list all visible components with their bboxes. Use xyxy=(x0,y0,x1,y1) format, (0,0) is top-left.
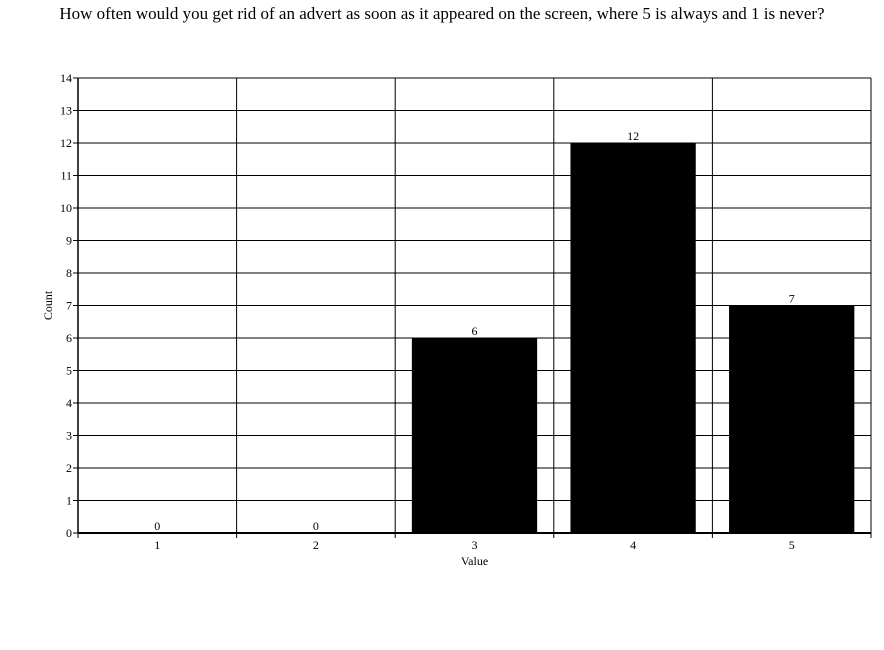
x-tick-label-1: 1 xyxy=(154,538,160,552)
y-tick-label-1: 1 xyxy=(66,494,72,508)
data-label-2: 0 xyxy=(313,519,319,533)
bar-3 xyxy=(411,338,538,533)
data-label-1: 0 xyxy=(154,519,160,533)
y-tick-label-7: 7 xyxy=(66,299,72,313)
y-tick-label-10: 10 xyxy=(60,201,72,215)
y-tick-label-6: 6 xyxy=(66,331,72,345)
x-tick-label-3: 3 xyxy=(472,538,478,552)
x-axis-label: Value xyxy=(461,554,488,568)
bar-5 xyxy=(729,305,855,533)
y-tick-label-2: 2 xyxy=(66,461,72,475)
data-label-4: 12 xyxy=(627,129,639,143)
y-tick-label-0: 0 xyxy=(66,526,72,540)
x-tick-label-4: 4 xyxy=(630,538,636,552)
y-tick-label-14: 14 xyxy=(60,71,72,85)
y-tick-label-9: 9 xyxy=(66,234,72,248)
bar-4 xyxy=(570,143,696,533)
data-labels: 0 0 6 12 7 xyxy=(154,129,794,533)
y-tick-label-3: 3 xyxy=(66,429,72,443)
y-tick-label-11: 11 xyxy=(60,169,72,183)
bars xyxy=(411,143,855,533)
y-tick-label-12: 12 xyxy=(60,136,72,150)
y-tick-label-13: 13 xyxy=(60,104,72,118)
chart-title: How often would you get rid of an advert… xyxy=(59,4,825,23)
x-tick-label-2: 2 xyxy=(313,538,319,552)
y-tick-label-4: 4 xyxy=(66,396,72,410)
data-label-5: 7 xyxy=(789,292,795,306)
data-label-3: 6 xyxy=(472,324,478,338)
y-tick-label-8: 8 xyxy=(66,266,72,280)
y-axis-label: Count xyxy=(41,290,55,320)
x-tick-label-5: 5 xyxy=(789,538,795,552)
y-tick-label-5: 5 xyxy=(66,364,72,378)
x-axis-ticks: 1 2 3 4 5 xyxy=(77,533,872,552)
